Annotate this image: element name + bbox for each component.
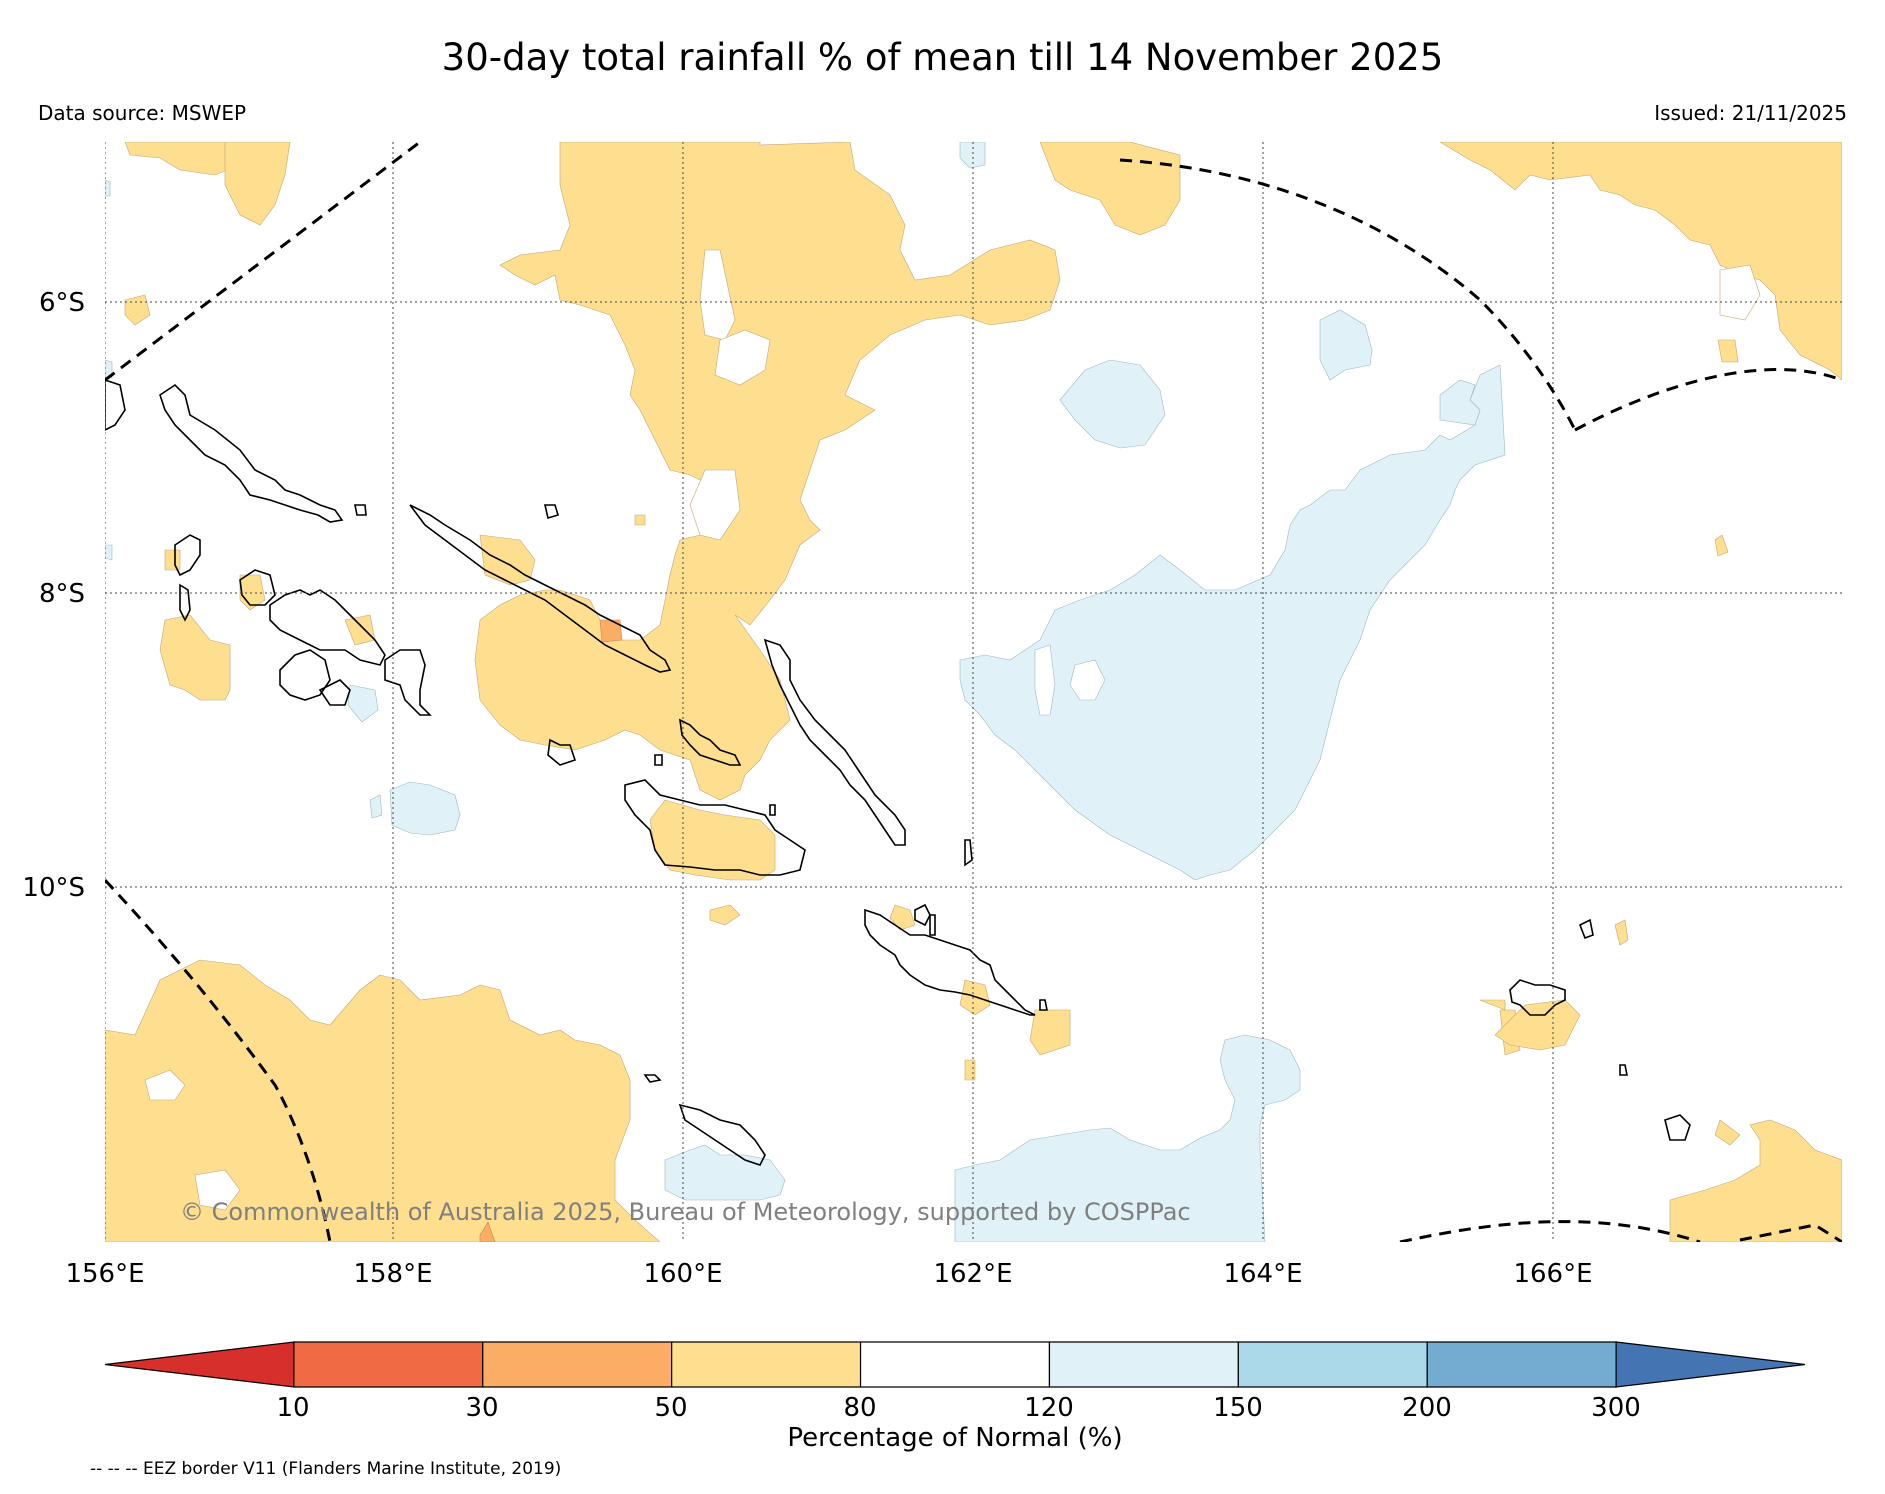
- colorbar-ticks: 10 30 50 80 120 150 200 300 Percentage o…: [276, 1393, 1640, 1453]
- colorbar-label: Percentage of Normal (%): [787, 1423, 1122, 1453]
- colorbar-segment: [104, 1341, 295, 1388]
- issued-date: Issued: 21/11/2025: [1654, 101, 1847, 125]
- colorbar-tick-150: 150: [1213, 1393, 1263, 1423]
- island-coastlines: [105, 379, 1691, 1166]
- rainfall-50-80-regions: [105, 142, 1842, 1242]
- eez-borders: [105, 142, 1842, 1242]
- colorbar-tick-200: 200: [1402, 1393, 1452, 1423]
- colorbar-segment: [1615, 1341, 1806, 1388]
- lat-label-10s: 10°S: [22, 873, 85, 903]
- colorbar-segment: [482, 1341, 673, 1388]
- colorbar-segment: [671, 1341, 862, 1388]
- map-title: 30-day total rainfall % of mean till 14 …: [441, 36, 1444, 79]
- lon-label-164e: 164°E: [1223, 1259, 1302, 1289]
- axis-labels: 6°S 8°S 10°S 156°E 158°E 160°E 162°E 164…: [22, 288, 1592, 1289]
- graticule: [105, 142, 1842, 1242]
- lon-label-162e: 162°E: [933, 1259, 1012, 1289]
- colorbar: [104, 1341, 1806, 1388]
- rainfall-30-50-regions: [479, 619, 623, 1242]
- lon-label-156e: 156°E: [65, 1259, 144, 1289]
- colorbar-segment: [293, 1341, 484, 1388]
- colorbar-tick-50: 50: [654, 1393, 687, 1423]
- colorbar-segment: [1048, 1341, 1239, 1388]
- colorbar-segment: [1237, 1341, 1428, 1388]
- colorbar-tick-300: 300: [1591, 1393, 1641, 1423]
- rainfall-120-150-regions: [105, 142, 1506, 1242]
- lon-label-166e: 166°E: [1513, 1259, 1592, 1289]
- colorbar-segment: [859, 1341, 1051, 1388]
- eez-footnote: -- -- -- EEZ border V11 (Flanders Marine…: [90, 1459, 562, 1479]
- colorbar-tick-120: 120: [1024, 1393, 1074, 1423]
- lat-label-8s: 8°S: [39, 579, 85, 609]
- colorbar-tick-10: 10: [276, 1393, 309, 1423]
- lon-label-158e: 158°E: [353, 1259, 432, 1289]
- colorbar-tick-80: 80: [843, 1393, 876, 1423]
- lat-label-6s: 6°S: [39, 288, 85, 318]
- colorbar-segment: [1426, 1341, 1617, 1388]
- lon-label-160e: 160°E: [643, 1259, 722, 1289]
- colorbar-tick-30: 30: [465, 1393, 498, 1423]
- data-source: Data source: MSWEP: [38, 101, 247, 125]
- copyright-text: © Commonwealth of Australia 2025, Bureau…: [180, 1198, 1191, 1226]
- map-plot-area: © Commonwealth of Australia 2025, Bureau…: [105, 142, 1842, 1242]
